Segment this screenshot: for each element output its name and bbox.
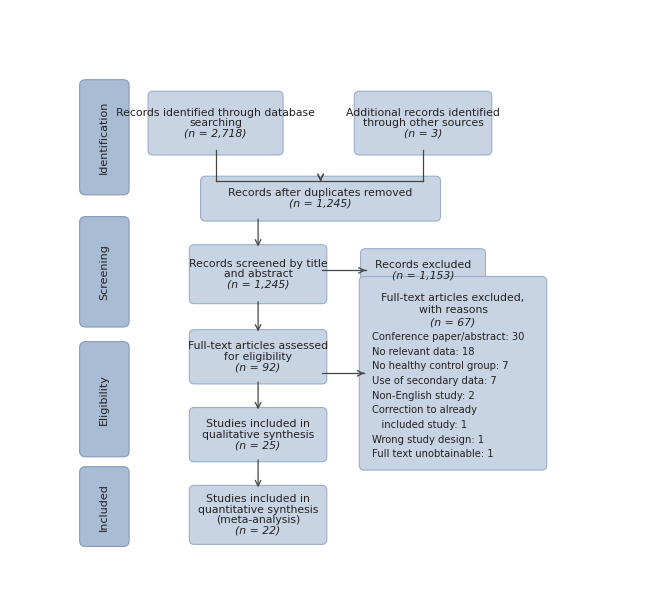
Text: Wrong study design: 1: Wrong study design: 1 xyxy=(372,435,484,444)
FancyBboxPatch shape xyxy=(148,91,283,155)
FancyBboxPatch shape xyxy=(359,276,547,470)
Text: (meta-analysis): (meta-analysis) xyxy=(216,515,300,525)
Text: Additional records identified: Additional records identified xyxy=(346,108,500,118)
FancyBboxPatch shape xyxy=(190,408,327,462)
Text: (n = 2,718): (n = 2,718) xyxy=(184,129,247,139)
Text: (n = 3): (n = 3) xyxy=(404,129,442,139)
Text: searching: searching xyxy=(189,118,242,128)
Text: Records after duplicates removed: Records after duplicates removed xyxy=(228,188,413,199)
FancyBboxPatch shape xyxy=(354,91,491,155)
Text: Full-text articles assessed: Full-text articles assessed xyxy=(188,341,328,351)
Text: (n = 67): (n = 67) xyxy=(430,318,475,327)
Text: (n = 22): (n = 22) xyxy=(235,525,281,536)
Text: qualitative synthesis: qualitative synthesis xyxy=(202,430,314,440)
Text: Conference paper/abstract: 30: Conference paper/abstract: 30 xyxy=(372,332,524,342)
Text: Records screened by title: Records screened by title xyxy=(189,259,328,268)
FancyBboxPatch shape xyxy=(190,485,327,544)
Text: Records excluded: Records excluded xyxy=(375,260,471,270)
FancyBboxPatch shape xyxy=(190,330,327,384)
Text: Studies included in: Studies included in xyxy=(206,494,310,504)
FancyBboxPatch shape xyxy=(79,341,129,457)
Text: (n = 25): (n = 25) xyxy=(235,440,281,450)
Text: (n = 1,153): (n = 1,153) xyxy=(392,270,454,281)
Text: Records identified through database: Records identified through database xyxy=(116,108,315,118)
FancyBboxPatch shape xyxy=(201,176,441,221)
Text: Included: Included xyxy=(99,482,110,531)
Text: through other sources: through other sources xyxy=(362,118,484,128)
Text: Full text unobtainable: 1: Full text unobtainable: 1 xyxy=(372,449,493,459)
Text: (n = 1,245): (n = 1,245) xyxy=(290,199,352,209)
Text: (n = 1,245): (n = 1,245) xyxy=(227,280,290,289)
Text: Full-text articles excluded,: Full-text articles excluded, xyxy=(381,293,524,303)
Text: No healthy control group: 7: No healthy control group: 7 xyxy=(372,362,508,371)
Text: Non-English study: 2: Non-English study: 2 xyxy=(372,390,475,401)
Text: Studies included in: Studies included in xyxy=(206,419,310,429)
Text: quantitative synthesis: quantitative synthesis xyxy=(198,504,318,515)
Text: with reasons: with reasons xyxy=(419,305,488,315)
FancyBboxPatch shape xyxy=(190,245,327,303)
Text: Use of secondary data: 7: Use of secondary data: 7 xyxy=(372,376,497,386)
Text: Correction to already: Correction to already xyxy=(372,405,477,416)
Text: and abstract: and abstract xyxy=(224,269,293,279)
FancyBboxPatch shape xyxy=(361,249,486,292)
Text: included study: 1: included study: 1 xyxy=(372,420,467,430)
FancyBboxPatch shape xyxy=(79,80,129,195)
Text: (n = 92): (n = 92) xyxy=(235,362,281,372)
FancyBboxPatch shape xyxy=(79,466,129,547)
Text: for eligibility: for eligibility xyxy=(224,352,292,362)
Text: Identification: Identification xyxy=(99,101,110,174)
Text: Eligibility: Eligibility xyxy=(99,374,110,425)
Text: Screening: Screening xyxy=(99,244,110,300)
FancyBboxPatch shape xyxy=(79,216,129,327)
Text: No relevant data: 18: No relevant data: 18 xyxy=(372,347,474,357)
